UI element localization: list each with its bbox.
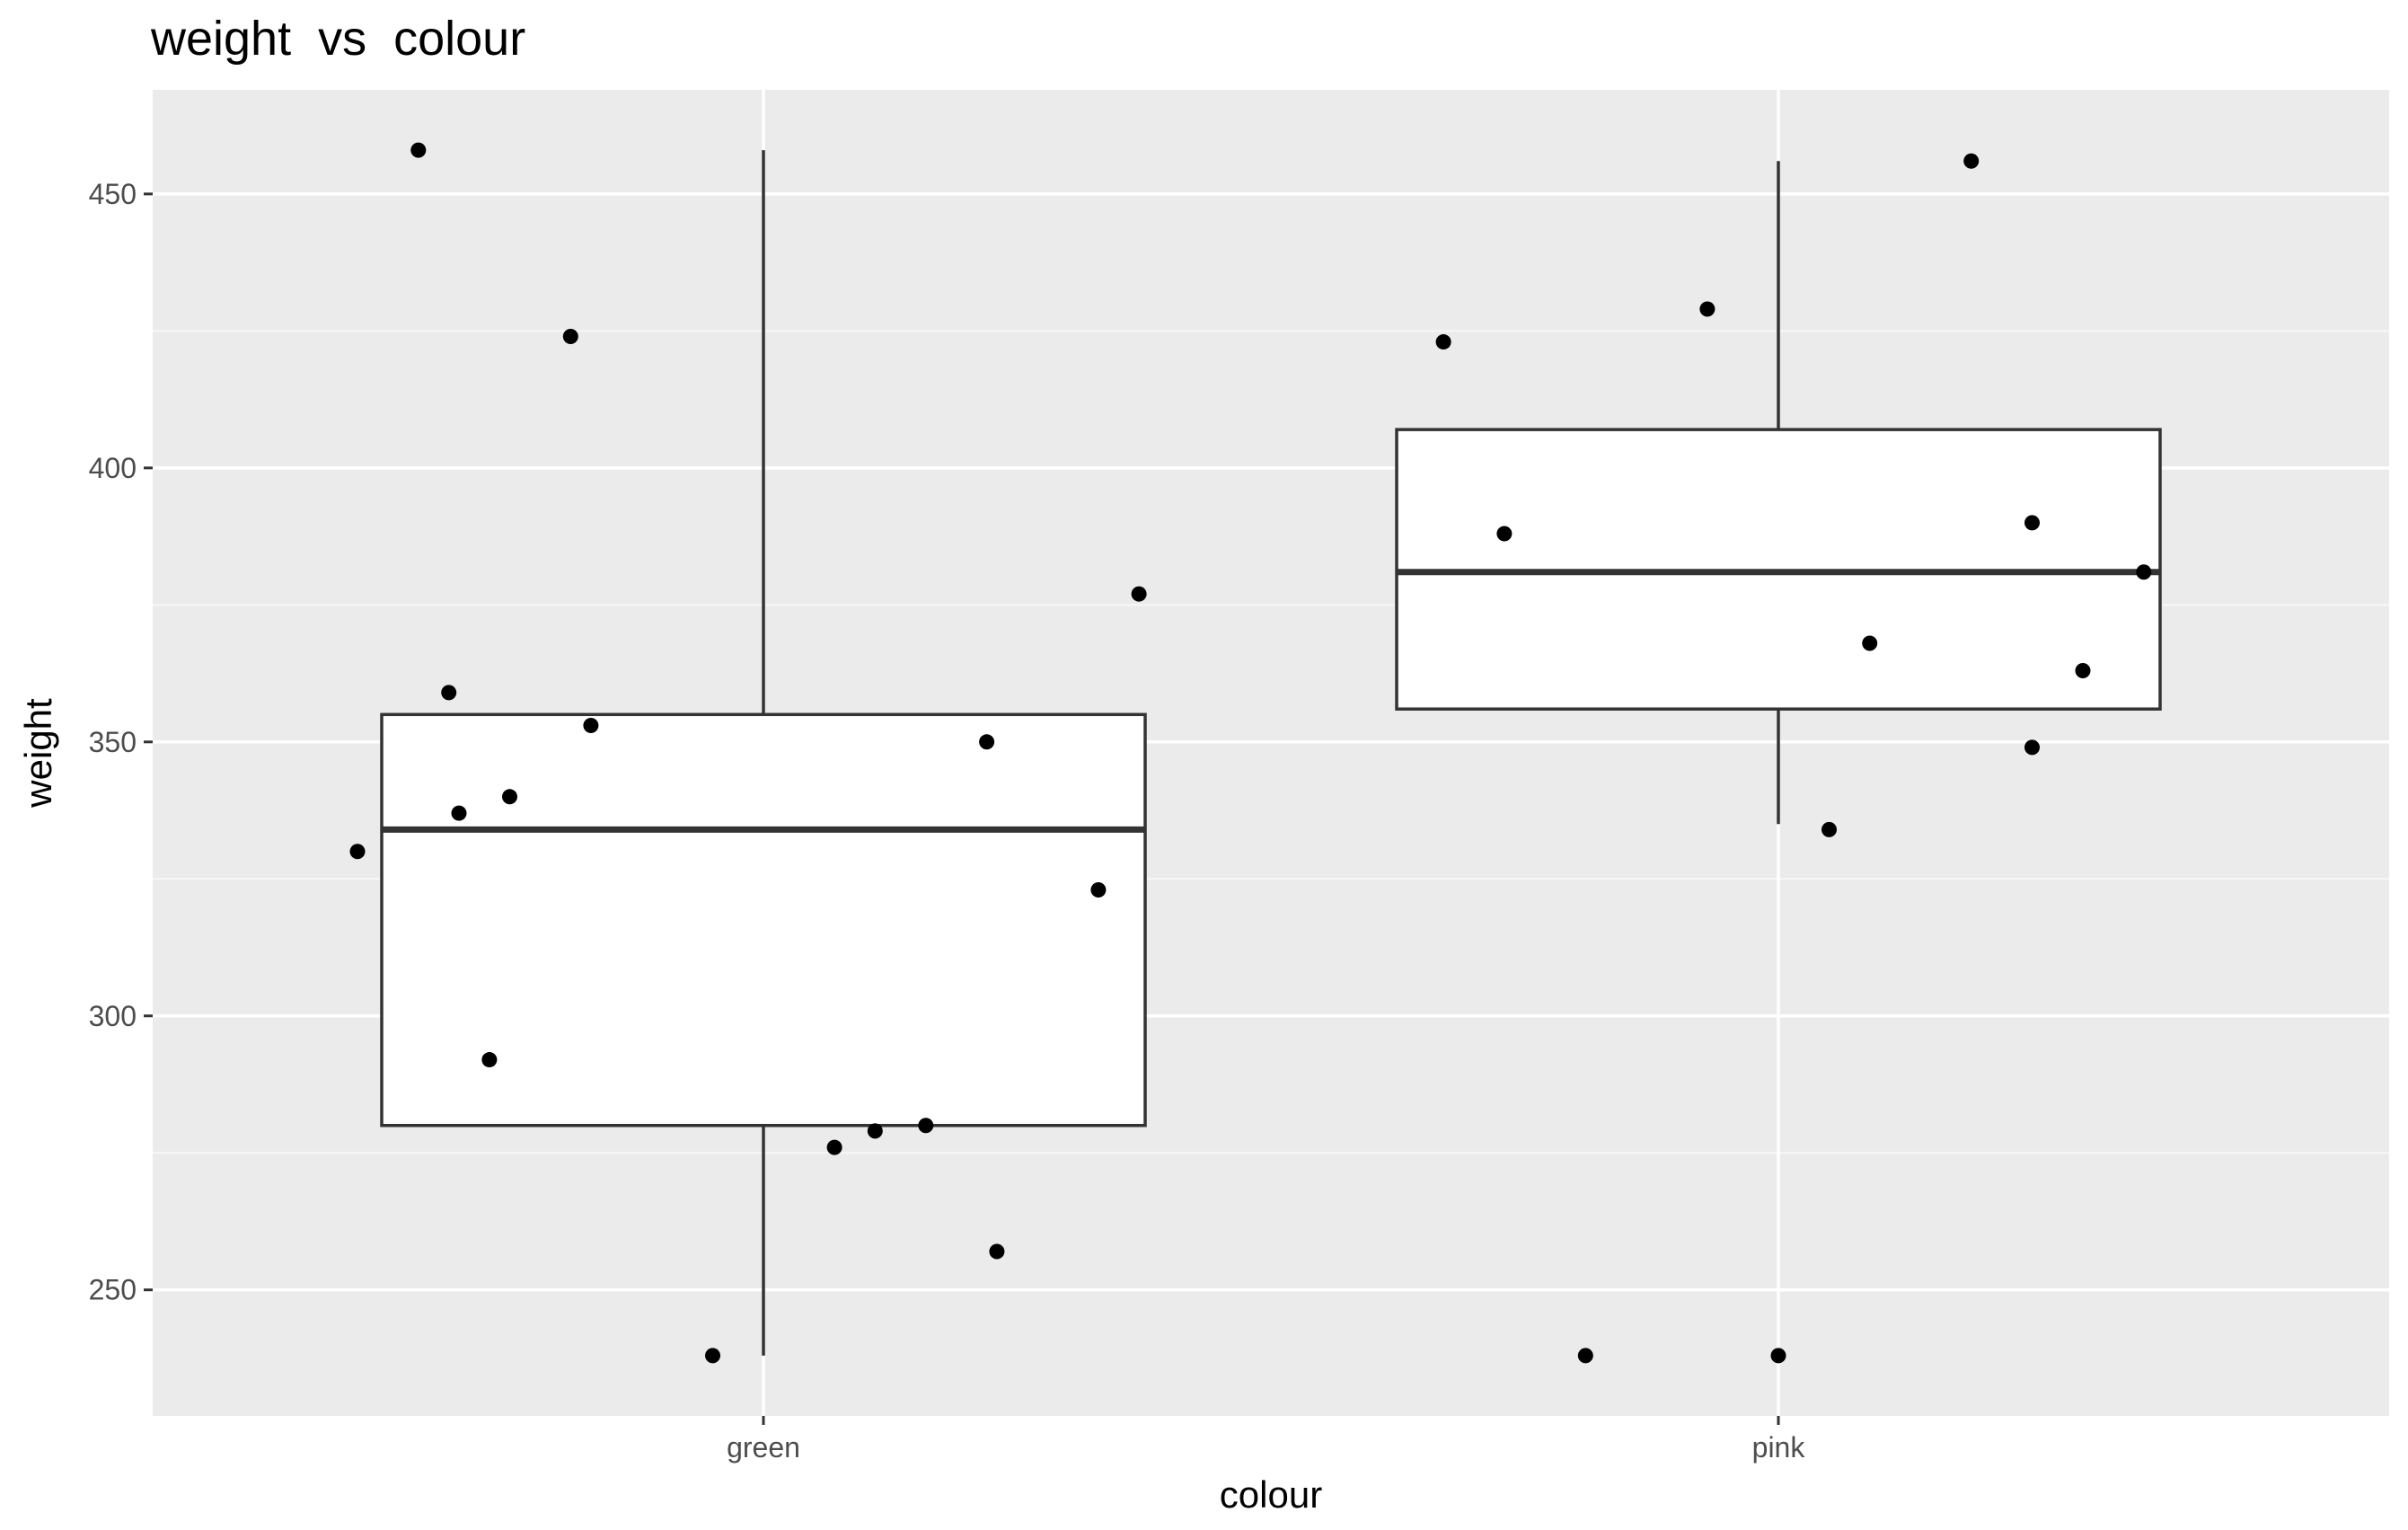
data-point bbox=[502, 789, 517, 805]
data-point bbox=[2024, 739, 2040, 756]
data-point bbox=[1963, 153, 1980, 169]
data-point bbox=[918, 1118, 934, 1134]
box-green bbox=[380, 150, 1147, 1356]
data-point bbox=[1577, 1348, 1593, 1364]
x-axis-title: colour bbox=[1220, 1473, 1322, 1516]
data-point bbox=[1862, 635, 1878, 651]
data-point bbox=[441, 685, 457, 701]
data-point bbox=[826, 1139, 842, 1155]
data-point bbox=[1131, 586, 1147, 602]
data-point bbox=[1090, 881, 1107, 898]
data-point bbox=[705, 1348, 720, 1364]
boxes bbox=[380, 150, 2162, 1356]
data-point bbox=[583, 718, 599, 734]
data-point bbox=[451, 805, 467, 821]
data-point bbox=[867, 1123, 883, 1139]
data-point bbox=[979, 734, 995, 750]
y-tick-label: 300 bbox=[89, 1000, 137, 1032]
data-points bbox=[349, 142, 2152, 1364]
data-point bbox=[1435, 334, 1451, 350]
y-tick-label: 450 bbox=[89, 178, 137, 210]
y-tick-label: 250 bbox=[89, 1274, 137, 1306]
data-point bbox=[2136, 564, 2152, 580]
data-point bbox=[1699, 301, 1716, 317]
y-axis-title: weight bbox=[17, 698, 59, 809]
data-point bbox=[2075, 663, 2091, 679]
iqr-box bbox=[380, 712, 1147, 1128]
data-point bbox=[1821, 821, 1837, 837]
data-point bbox=[2024, 515, 2040, 531]
chart-title: weight vs colour bbox=[151, 12, 526, 66]
data-point bbox=[349, 844, 366, 860]
y-tick-label: 400 bbox=[89, 452, 137, 484]
x-tick-label: pink bbox=[1752, 1431, 1806, 1464]
data-point bbox=[1496, 526, 1513, 542]
data-point bbox=[1770, 1348, 1786, 1364]
data-point bbox=[481, 1052, 498, 1068]
axis-ticks bbox=[144, 192, 1780, 1425]
y-tick-label: 350 bbox=[89, 726, 137, 758]
data-point bbox=[989, 1243, 1005, 1260]
y-tick-labels: 250 300 350 400 450 bbox=[89, 178, 137, 1306]
x-tick-labels: green pink bbox=[727, 1431, 1805, 1464]
data-point bbox=[562, 328, 578, 344]
data-point bbox=[410, 142, 427, 158]
box-pink bbox=[1395, 161, 2162, 825]
x-tick-label: green bbox=[727, 1431, 800, 1464]
